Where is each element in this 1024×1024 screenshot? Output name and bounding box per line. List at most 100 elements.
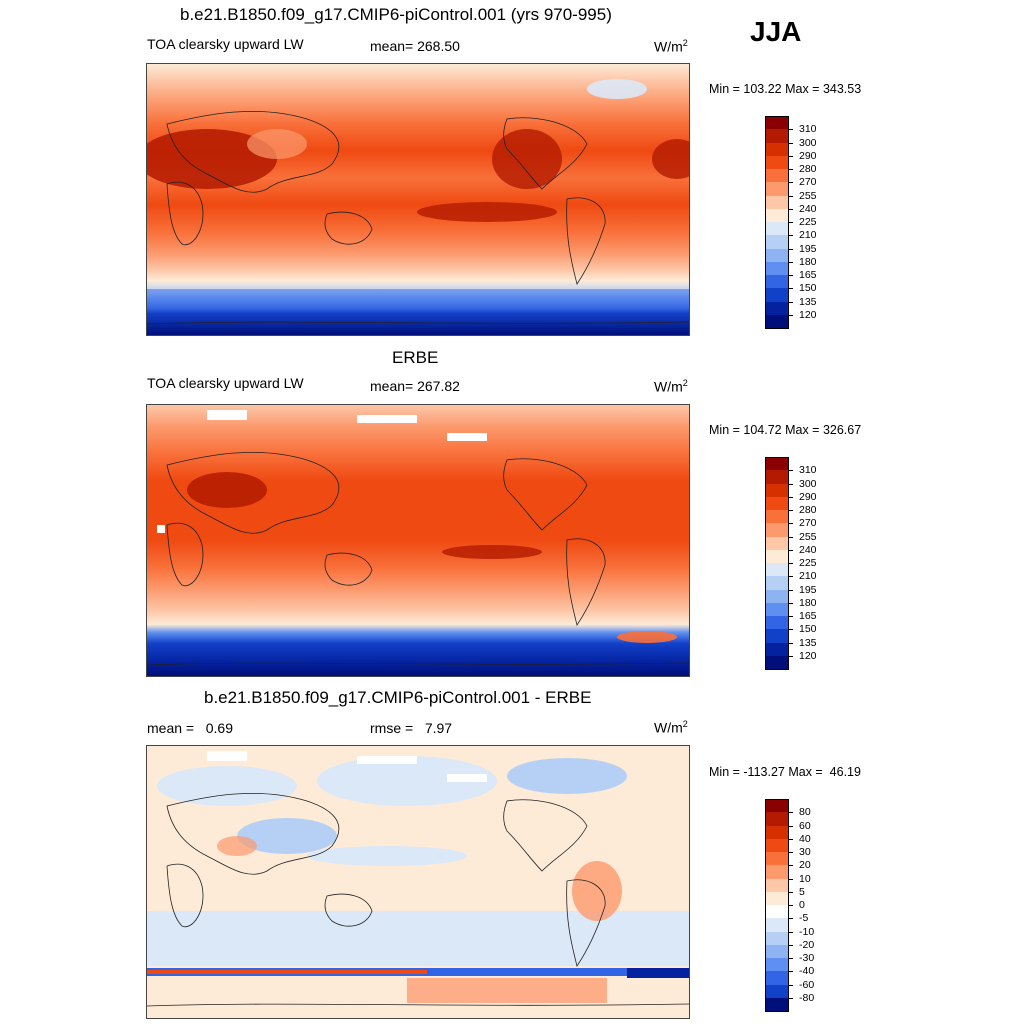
panel-2-colorbar: 310 300 290 280 270 255 240 225 210 195 180 165 150 1…	[765, 457, 845, 670]
colorbar-tick	[789, 261, 793, 263]
colorbar-tick	[789, 865, 793, 867]
colorbar-tick	[789, 510, 793, 511]
colorbar-label: 290	[799, 149, 817, 162]
colorbar-cell	[765, 457, 789, 471]
colorbar-label: 300	[799, 477, 817, 490]
colorbar-cell	[765, 222, 789, 236]
colorbar-cell	[765, 984, 789, 999]
colorbar-tick	[789, 812, 793, 814]
colorbar-tick	[789, 155, 793, 157]
colorbar-cell	[765, 563, 789, 577]
colorbar-cell	[765, 301, 789, 316]
colorbar-tick	[789, 931, 793, 933]
colorbar-cell	[765, 602, 789, 617]
colorbar-cell	[765, 470, 789, 484]
panel-3-minmax: Min = -113.27 Max = 46.19	[709, 765, 861, 779]
colorbar-tick	[789, 275, 793, 276]
colorbar-tick	[789, 496, 793, 498]
colorbar-cell	[765, 589, 789, 604]
colorbar-label: 120	[799, 649, 817, 662]
colorbar-label: 10	[799, 872, 811, 885]
colorbar-tick	[789, 195, 793, 197]
colorbar-label: 280	[799, 163, 817, 175]
colorbar-cell	[765, 510, 789, 524]
colorbar-tick	[789, 169, 793, 170]
colorbar-cell	[765, 314, 789, 329]
colorbar-tick	[789, 576, 793, 578]
colorbar-label: 150	[799, 623, 817, 636]
colorbar-label: -20	[799, 938, 815, 951]
panel-2-units: W/m2	[654, 378, 688, 395]
colorbar-cell	[765, 523, 789, 537]
colorbar-label: 240	[799, 543, 817, 556]
colorbar-cell	[765, 129, 789, 143]
colorbar-tick	[789, 142, 793, 144]
colorbar-label: 270	[799, 176, 817, 189]
colorbar-label: 300	[799, 136, 817, 149]
panel-3-title: b.e21.B1850.f09_g17.CMIP6-piControl.001 …	[204, 688, 592, 707]
colorbar-label: -5	[799, 912, 809, 925]
colorbar-label: 165	[799, 269, 817, 281]
colorbar-tick	[789, 301, 793, 303]
colorbar-tick	[789, 971, 793, 973]
colorbar-label: 195	[799, 583, 817, 596]
colorbar-cell	[765, 878, 789, 893]
colorbar-cell	[765, 549, 789, 564]
colorbar-cell	[765, 576, 789, 590]
colorbar-tick	[789, 655, 793, 657]
colorbar-label: 310	[799, 123, 817, 136]
colorbar-cell	[765, 235, 789, 249]
colorbar-label: 150	[799, 282, 817, 295]
colorbar-cell	[765, 116, 789, 130]
colorbar-cell	[765, 261, 789, 276]
colorbar-label: -30	[799, 952, 815, 964]
colorbar-cell	[765, 248, 789, 263]
colorbar-tick	[789, 470, 793, 472]
colorbar-label: 135	[799, 295, 817, 308]
panel-1-map	[146, 63, 690, 336]
colorbar-cell	[765, 155, 789, 170]
colorbar-tick	[789, 825, 793, 827]
colorbar-cell	[765, 971, 789, 985]
colorbar-tick	[789, 629, 793, 631]
colorbar-label: 80	[799, 806, 811, 819]
colorbar-tick	[789, 248, 793, 250]
colorbar-tick	[789, 616, 793, 617]
colorbar-tick	[789, 905, 793, 906]
colorbar-tick	[789, 536, 793, 538]
panel-3-units: W/m2	[654, 719, 688, 736]
colorbar-tick	[789, 129, 793, 131]
panel-1-minmax: Min = 103.22 Max = 343.53	[709, 82, 862, 96]
colorbar-tick	[789, 235, 793, 237]
colorbar-tick	[789, 878, 793, 880]
colorbar-tick	[789, 314, 793, 316]
colorbar-tick	[789, 208, 793, 210]
colorbar-label: 280	[799, 504, 817, 516]
colorbar-cell	[765, 182, 789, 196]
colorbar-tick	[789, 549, 793, 551]
colorbar-cell	[765, 905, 789, 919]
colorbar-label: 165	[799, 610, 817, 622]
colorbar-tick	[789, 483, 793, 485]
colorbar-label: 135	[799, 636, 817, 649]
colorbar-label: 225	[799, 557, 817, 569]
colorbar-cell	[765, 536, 789, 551]
colorbar-cell	[765, 997, 789, 1012]
colorbar-tick	[789, 997, 793, 999]
colorbar-cell	[765, 288, 789, 302]
colorbar-label: 240	[799, 202, 817, 215]
colorbar-label: 255	[799, 189, 817, 202]
season-label: JJA	[750, 16, 802, 47]
colorbar-label: 195	[799, 242, 817, 255]
panel-1-title: b.e21.B1850.f09_g17.CMIP6-piControl.001 …	[180, 5, 612, 24]
colorbar-tick	[789, 984, 793, 986]
colorbar-cell	[765, 944, 789, 959]
colorbar-label: 180	[799, 255, 817, 268]
colorbar-label: 0	[799, 899, 805, 911]
colorbar-label: 180	[799, 596, 817, 609]
colorbar-cell	[765, 918, 789, 932]
colorbar-label: 310	[799, 464, 817, 477]
colorbar-cell	[765, 142, 789, 157]
colorbar-label: 30	[799, 846, 811, 858]
panel-3-map-plot	[147, 746, 689, 1018]
